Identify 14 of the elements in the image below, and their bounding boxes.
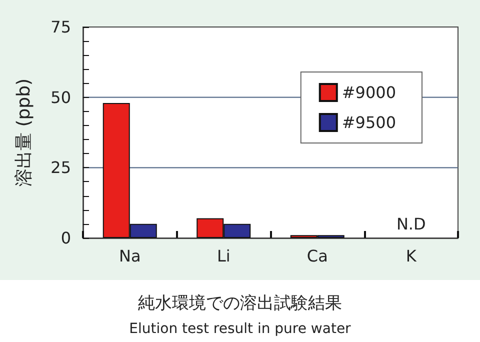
y-tick-label: 50 (50, 88, 71, 107)
y-tick-label: 75 (50, 18, 71, 36)
y-axis-title: 溶出量 (ppb) (14, 78, 34, 187)
legend-label: #9500 (342, 113, 396, 132)
y-tick-label: 25 (50, 158, 71, 178)
x-tick-label: Na (118, 246, 141, 266)
text: 純水環境での溶出試験結果 (138, 294, 342, 314)
annotation: N.D (396, 214, 426, 234)
x-tick-label: Li (216, 246, 230, 266)
text: Elution test result in pure water (129, 321, 352, 337)
x-tick-label: K (406, 246, 417, 266)
x-tick-label: Ca (306, 246, 328, 266)
legend-label: #9000 (342, 83, 396, 102)
y-tick-label: 0 (60, 228, 71, 248)
